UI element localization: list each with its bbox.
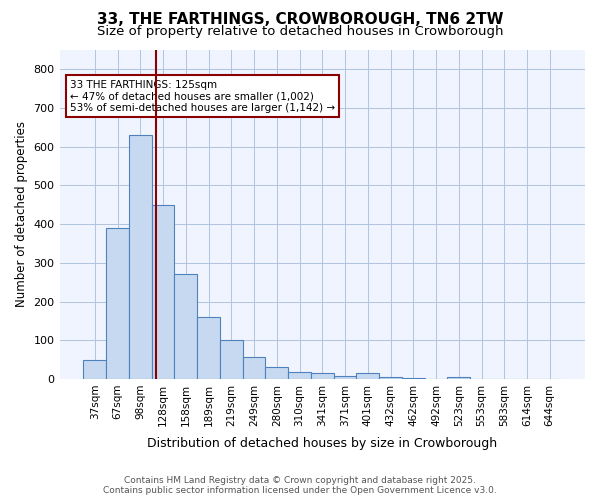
Bar: [311, 374, 334, 379]
Text: 33 THE FARTHINGS: 125sqm
← 47% of detached houses are smaller (1,002)
53% of sem: 33 THE FARTHINGS: 125sqm ← 47% of detach…: [70, 80, 335, 113]
Bar: [197, 317, 220, 379]
Bar: [220, 340, 242, 379]
X-axis label: Distribution of detached houses by size in Crowborough: Distribution of detached houses by size …: [147, 437, 497, 450]
Text: Contains HM Land Registry data © Crown copyright and database right 2025.
Contai: Contains HM Land Registry data © Crown c…: [103, 476, 497, 495]
Bar: [152, 205, 175, 379]
Text: Size of property relative to detached houses in Crowborough: Size of property relative to detached ho…: [97, 25, 503, 38]
Bar: [334, 376, 356, 379]
Bar: [356, 374, 379, 379]
Bar: [265, 368, 288, 379]
Bar: [106, 228, 129, 379]
Bar: [288, 372, 311, 379]
Y-axis label: Number of detached properties: Number of detached properties: [15, 122, 28, 308]
Bar: [448, 377, 470, 379]
Text: 33, THE FARTHINGS, CROWBOROUGH, TN6 2TW: 33, THE FARTHINGS, CROWBOROUGH, TN6 2TW: [97, 12, 503, 28]
Bar: [402, 378, 425, 379]
Bar: [242, 357, 265, 379]
Bar: [379, 377, 402, 379]
Bar: [175, 274, 197, 379]
Bar: [83, 360, 106, 379]
Bar: [129, 135, 152, 379]
